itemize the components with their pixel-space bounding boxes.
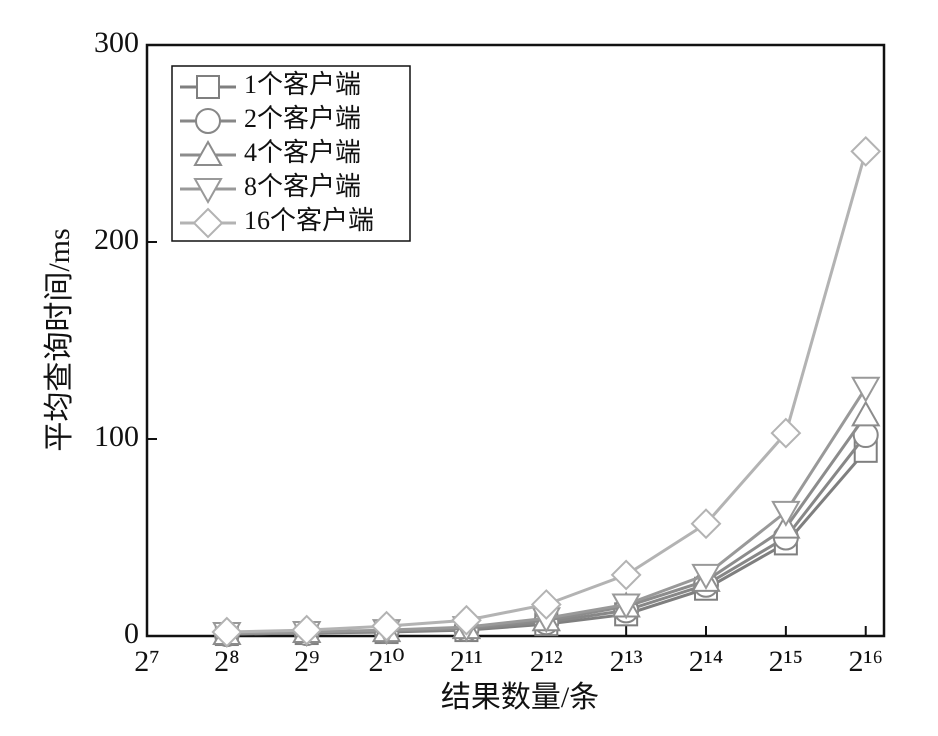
marker (196, 75, 220, 99)
x-tick-label: 2⁸ (214, 645, 239, 678)
x-tick-label: 2¹¹ (450, 645, 483, 678)
y-tick-label: 0 (124, 617, 139, 650)
legend-label: 16个客户端 (244, 206, 374, 235)
x-tick-label: 2¹⁵ (769, 645, 803, 678)
marker (610, 559, 642, 591)
x-tick-label: 2¹³ (610, 645, 643, 678)
marker (291, 614, 323, 646)
marker (451, 604, 482, 636)
marker (371, 610, 402, 642)
marker (691, 563, 721, 590)
plot-frame (145, 43, 886, 638)
x-tick-label: 2¹⁴ (689, 645, 723, 678)
marker (611, 593, 641, 620)
y-tick-label: 300 (94, 26, 139, 59)
x-tick-label: 2⁷ (134, 645, 159, 678)
marker (851, 400, 881, 427)
marker (193, 178, 223, 205)
legend-label: 4个客户端 (244, 138, 361, 167)
marker (192, 207, 224, 239)
x-tick-label: 2¹² (530, 645, 563, 678)
y-tick-label: 200 (94, 223, 139, 256)
marker (690, 508, 722, 540)
x-axis-title: 结果数量/条 (441, 681, 599, 714)
y-axis-title: 平均查询时间/ms (43, 228, 76, 451)
marker (195, 108, 221, 134)
x-tick-label: 2¹⁰ (369, 645, 405, 678)
y-tick-label: 100 (94, 420, 139, 453)
marker (193, 139, 223, 166)
marker (530, 589, 562, 620)
marker (851, 376, 881, 403)
marker (850, 135, 882, 167)
marker (211, 616, 243, 648)
marker (770, 417, 802, 449)
legend: 1个客户端 2个客户端 4个客户端 8个客户端 16个客户端 (171, 65, 411, 242)
legend-label: 2个客户端 (244, 104, 361, 133)
x-tick-label: 2⁹ (294, 645, 319, 678)
legend-label: 1个客户端 (244, 70, 361, 99)
legend-label: 8个客户端 (244, 172, 361, 201)
x-tick-label: 2¹⁶ (849, 645, 883, 678)
marker (771, 500, 801, 527)
